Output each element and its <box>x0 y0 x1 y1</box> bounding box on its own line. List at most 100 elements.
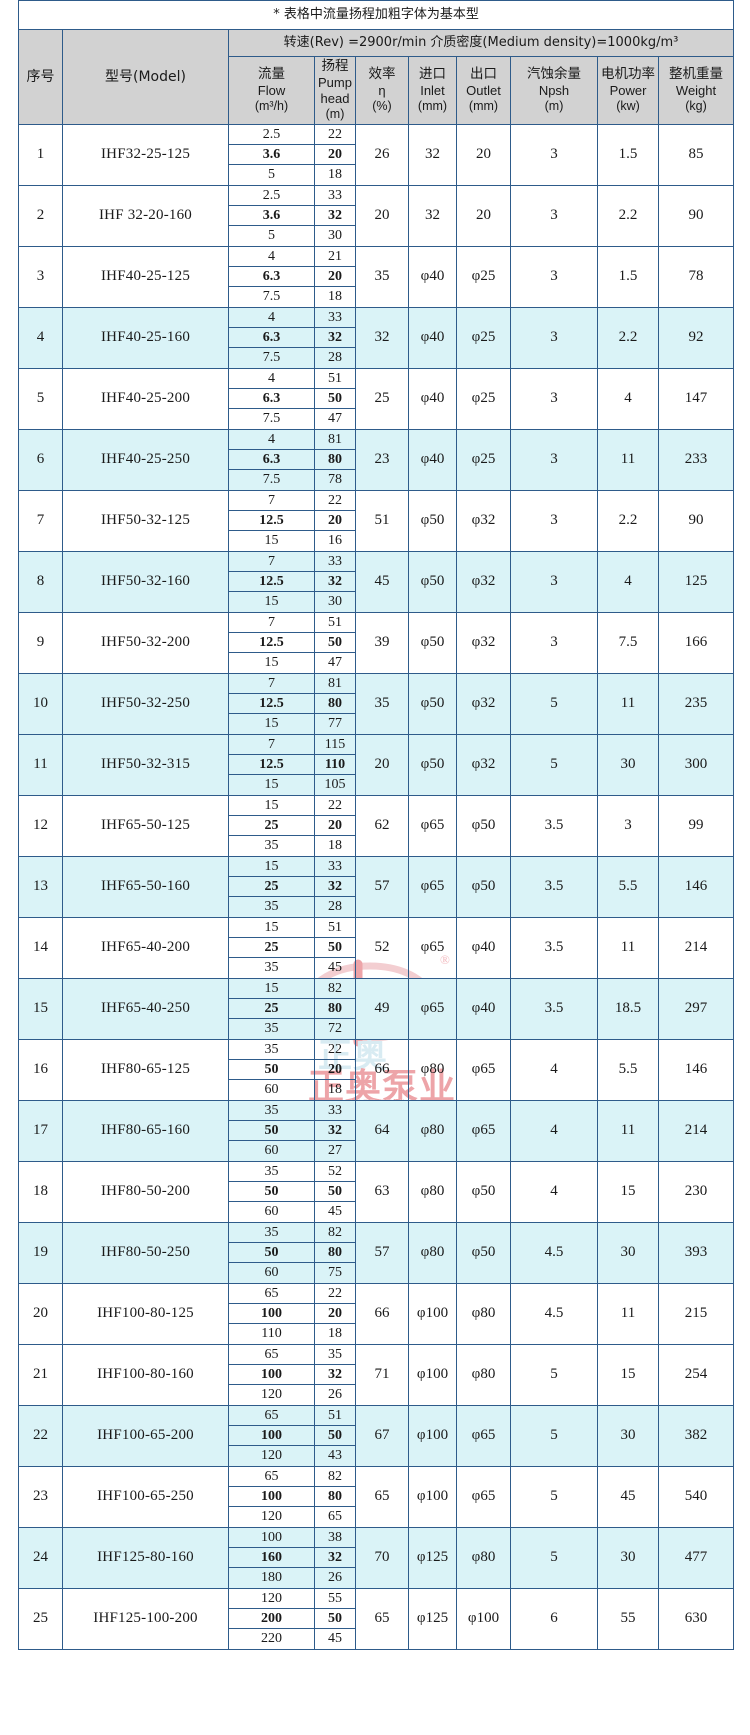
cell-npsh: 3 <box>510 246 598 308</box>
table-row: 22 IHF100-65-200 65 100 120 51 50 43 67 φ100 φ65 5 3… <box>18 1405 735 1467</box>
cell-efficiency: 66 <box>355 1283 409 1345</box>
cell-flow-value: 50 <box>229 1243 314 1263</box>
cell-inlet: φ80 <box>408 1161 457 1223</box>
cell-efficiency: 70 <box>355 1527 409 1589</box>
cell-head-value: 20 <box>315 511 355 531</box>
cell-head-value: 21 <box>315 247 355 267</box>
cell-outlet: φ25 <box>456 429 511 491</box>
cell-flow-value: 7.5 <box>262 350 281 365</box>
cell-sn: 10 <box>18 673 63 735</box>
cell-head-value: 20 <box>315 1060 355 1080</box>
cell-flow-value: 15 <box>264 777 279 792</box>
cell-model: IHF125-80-160 <box>62 1527 229 1589</box>
cell-weight: 146 <box>657 856 735 918</box>
cell-head: 81 80 77 <box>314 673 356 735</box>
cell-npsh: 5 <box>510 1405 598 1467</box>
cell-weight: 99 <box>657 795 735 857</box>
cell-flow-value: 6.3 <box>229 450 314 470</box>
cell-head-value: 32 <box>315 877 355 897</box>
cell-inlet: φ50 <box>408 612 457 674</box>
cell-flow-value: 12.5 <box>229 633 314 653</box>
cell-inlet: φ100 <box>408 1466 457 1528</box>
cell-power: 11 <box>597 429 659 491</box>
cell-sn: 16 <box>18 1039 63 1101</box>
cell-head: 55 50 45 <box>314 1588 356 1650</box>
cell-efficiency: 39 <box>355 612 409 674</box>
cell-weight: 235 <box>657 673 735 735</box>
header-outlet: 出口 Outlet (mm) <box>456 56 511 125</box>
cell-model: IHF 32-20-160 <box>62 185 229 247</box>
cell-flow-value: 35 <box>229 1101 314 1121</box>
cell-sn: 3 <box>18 246 63 308</box>
cell-sn: 17 <box>18 1100 63 1162</box>
cell-sn: 2 <box>18 185 63 247</box>
cell-flow-value: 110 <box>261 1326 282 1341</box>
cell-sn: 19 <box>18 1222 63 1284</box>
cell-weight: 90 <box>657 185 735 247</box>
cell-head-value: 82 <box>315 979 355 999</box>
cell-head-value: 105 <box>324 777 346 792</box>
cell-power: 4 <box>597 551 659 613</box>
cell-flow: 35 50 60 <box>228 1222 315 1284</box>
cell-weight: 78 <box>657 246 735 308</box>
cell-head: 33 32 28 <box>314 307 356 369</box>
cell-efficiency: 63 <box>355 1161 409 1223</box>
header-weight-unit: (kg) <box>685 99 707 114</box>
cell-model: IHF100-80-125 <box>62 1283 229 1345</box>
cell-flow: 7 12.5 15 <box>228 612 315 674</box>
cell-head-value: 38 <box>315 1528 355 1548</box>
cell-head-value: 30 <box>328 594 342 609</box>
cell-outlet: φ80 <box>456 1527 511 1589</box>
cell-weight: 630 <box>657 1588 735 1650</box>
cell-inlet: φ100 <box>408 1405 457 1467</box>
cell-flow-value: 65 <box>229 1345 314 1365</box>
cell-flow: 7 12.5 15 <box>228 673 315 735</box>
cell-outlet: φ50 <box>456 1161 511 1223</box>
cell-weight: 125 <box>657 551 735 613</box>
cell-model: IHF50-32-125 <box>62 490 229 552</box>
cell-flow-value: 15 <box>229 857 314 877</box>
cell-model: IHF125-100-200 <box>62 1588 229 1650</box>
cell-head-value: 20 <box>315 816 355 836</box>
cell-flow-value: 15 <box>264 655 279 670</box>
cell-efficiency: 65 <box>355 1588 409 1650</box>
cell-head-value: 26 <box>328 1570 342 1585</box>
cell-outlet: φ25 <box>456 246 511 308</box>
cell-model: IHF100-65-200 <box>62 1405 229 1467</box>
cell-weight: 233 <box>657 429 735 491</box>
cell-flow-value: 60 <box>264 1204 279 1219</box>
cell-npsh: 4 <box>510 1161 598 1223</box>
cell-weight: 90 <box>657 490 735 552</box>
cell-head-value: 18 <box>328 167 342 182</box>
cell-sn: 8 <box>18 551 63 613</box>
cell-model: IHF65-50-160 <box>62 856 229 918</box>
table-row: 9 IHF50-32-200 7 12.5 15 51 50 47 39 φ50 φ32 3 7.5 16… <box>18 612 735 674</box>
cell-npsh: 5 <box>510 1527 598 1589</box>
cell-head-value: 50 <box>315 633 355 653</box>
cell-flow-value: 7.5 <box>262 289 281 304</box>
cell-flow-value: 15 <box>229 796 314 816</box>
header-head-en: Pump head <box>318 74 352 107</box>
cell-head-value: 35 <box>315 1345 355 1365</box>
cell-head: 22 20 18 <box>314 1039 356 1101</box>
header-inlet-cn: 进口 <box>419 66 446 83</box>
cell-flow-value: 120 <box>261 1387 282 1402</box>
cell-head-value: 45 <box>328 1631 342 1646</box>
cell-outlet: φ25 <box>456 307 511 369</box>
table-head: * 表格中流量扬程加粗字体为基本型 序号 型号(Model) 转速(Rev) =… <box>17 0 735 125</box>
cell-head-value: 18 <box>328 1326 342 1341</box>
cell-outlet: φ40 <box>456 978 511 1040</box>
cell-efficiency: 35 <box>355 246 409 308</box>
cell-power: 2.2 <box>597 490 659 552</box>
cell-efficiency: 71 <box>355 1344 409 1406</box>
cell-npsh: 4 <box>510 1100 598 1162</box>
cell-outlet: φ80 <box>456 1344 511 1406</box>
cell-head-value: 32 <box>315 206 355 226</box>
cell-efficiency: 23 <box>355 429 409 491</box>
cell-power: 15 <box>597 1344 659 1406</box>
cell-sn: 24 <box>18 1527 63 1589</box>
cell-flow: 65 100 120 <box>228 1405 315 1467</box>
cell-power: 30 <box>597 1222 659 1284</box>
table-row: 24 IHF125-80-160 100 160 180 38 32 26 70 φ125 φ80 5… <box>18 1527 735 1589</box>
cell-efficiency: 25 <box>355 368 409 430</box>
